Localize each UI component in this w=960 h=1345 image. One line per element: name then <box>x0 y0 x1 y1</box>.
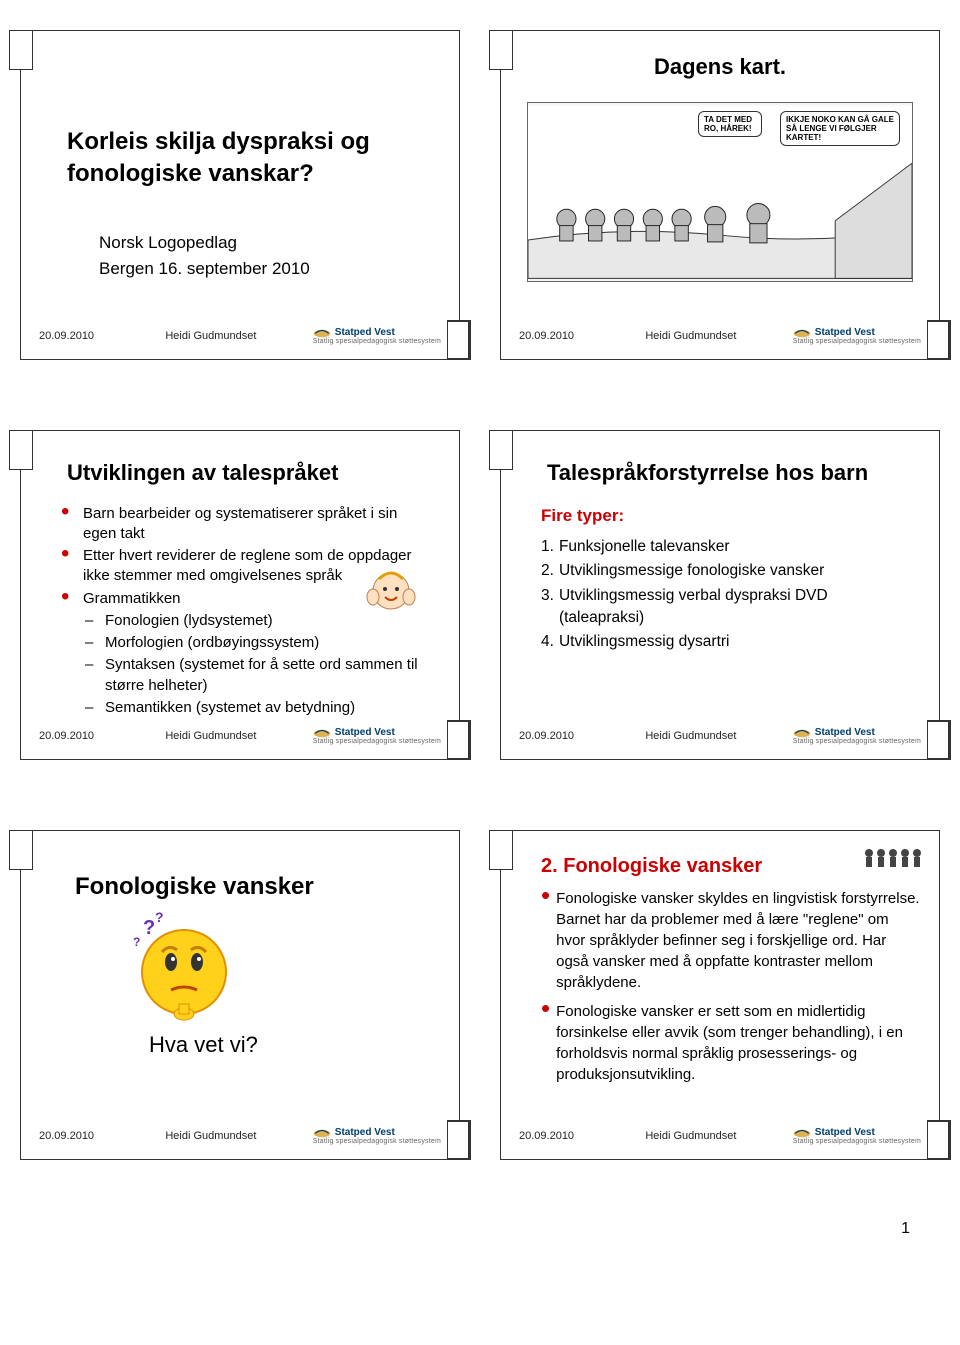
slide-title: Fonologiske vansker <box>75 871 441 902</box>
thinking-smiley-icon: ? ? ? <box>129 912 239 1022</box>
slide-1: Korleis skilja dyspraksi og fonologiske … <box>20 30 460 360</box>
slide-footer: 20.09.2010 Heidi Gudmundset Statped Vest… <box>519 1122 921 1145</box>
bullet-level2: Morfologien (ordbøyingssystem) <box>105 633 319 653</box>
corner-decor <box>489 30 513 70</box>
corner-decor <box>489 830 513 870</box>
footer-author: Heidi Gudmundset <box>589 1130 793 1142</box>
speech-bubble: IKKJE NOKO KAN GÅ GALE SÅ LENGE VI FØLGJ… <box>780 111 900 147</box>
bullet-paragraph: Fonologiske vansker skyldes en lingvisti… <box>556 888 921 993</box>
slide-subtitle-line: Bergen 16. september 2010 <box>99 256 441 282</box>
bullet-level1: Barn bearbeider og systematiserer språke… <box>83 504 431 545</box>
numbered-item: Utviklingsmessig verbal dyspraksi DVD (t… <box>559 585 911 630</box>
slide-6: 2. Fonologiske vansker •Fonologiske vans… <box>500 830 940 1160</box>
footer-date: 20.09.2010 <box>39 330 109 342</box>
footer-logo: Statped Vest Statlig spesialpedagogisk s… <box>793 326 921 345</box>
speech-bubble: TA DET MED RO, HÅREK! <box>698 111 762 137</box>
footer-logo: Statped Vest Statlig spesialpedagogisk s… <box>313 326 441 345</box>
corner-decor <box>9 430 33 470</box>
slide-footer: 20.09.2010 Heidi Gudmundset Statped Vest… <box>39 722 441 745</box>
slide-title: Dagens kart. <box>519 53 921 82</box>
slide-subtitle-line: Norsk Logopedlag <box>99 230 441 256</box>
footer-tagline: Statlig spesialpedagogisk støttesystem <box>313 738 441 745</box>
footer-logo: Statped Vest Statlig spesialpedagogisk s… <box>793 726 921 745</box>
baby-icon <box>363 561 419 617</box>
page-number: 1 <box>20 1200 940 1238</box>
numbered-item: Utviklingsmessig dysartri <box>559 631 730 653</box>
footer-tagline: Statlig spesialpedagogisk støttesystem <box>313 338 441 345</box>
footer-tagline: Statlig spesialpedagogisk støttesystem <box>313 1138 441 1145</box>
bullet-level2: Syntaksen (systemet for å sette ord samm… <box>105 655 431 696</box>
slide-title: Talespråkforstyrrelse hos barn <box>547 459 921 488</box>
slide-footer: 20.09.2010 Heidi Gudmundset Statped Vest… <box>519 722 921 745</box>
footer-brand: Statped Vest <box>335 327 395 338</box>
comic-panel: TA DET MED RO, HÅREK! IKKJE NOKO KAN GÅ … <box>527 102 913 282</box>
corner-decor <box>9 30 33 70</box>
slide-question: Hva vet vi? <box>149 1032 441 1058</box>
footer-logo: Statped Vest Statlig spesialpedagogisk s… <box>313 726 441 745</box>
slide-content: 1.Funksjonelle talevansker 2.Utviklingsm… <box>519 534 911 722</box>
footer-date: 20.09.2010 <box>519 330 589 342</box>
corner-decor <box>9 830 33 870</box>
footer-brand: Statped Vest <box>335 727 395 738</box>
bullet-level2: Fonologien (lydsystemet) <box>105 611 273 631</box>
slide-footer: 20.09.2010 Heidi Gudmundset Statped Vest… <box>39 1122 441 1145</box>
corner-decor <box>447 720 471 760</box>
footer-tagline: Statlig spesialpedagogisk støttesystem <box>793 1138 921 1145</box>
slide-2: Dagens kart. TA DET MED RO, HÅREK! IKKJE… <box>500 30 940 360</box>
corner-decor <box>927 1120 951 1160</box>
slide-5: Fonologiske vansker ? ? ? Hva vet vi? 20… <box>20 830 460 1160</box>
slides-grid: Korleis skilja dyspraksi og fonologiske … <box>20 30 940 1160</box>
slide-footer: 20.09.2010 Heidi Gudmundset Statped Vest… <box>519 322 921 345</box>
slide-3: Utviklingen av talespråket •Barn bearbei… <box>20 430 460 760</box>
bullet-paragraph: Fonologiske vansker er sett som en midle… <box>556 1001 921 1085</box>
footer-author: Heidi Gudmundset <box>109 1130 313 1142</box>
corner-decor <box>447 320 471 360</box>
footer-date: 20.09.2010 <box>39 730 109 742</box>
svg-text:?: ? <box>133 935 140 949</box>
slide-title: Utviklingen av talespråket <box>67 459 441 488</box>
footer-tagline: Statlig spesialpedagogisk støttesystem <box>793 738 921 745</box>
slide-subheader: Fire typer: <box>541 506 921 526</box>
footer-tagline: Statlig spesialpedagogisk støttesystem <box>793 338 921 345</box>
bullet-level1: Grammatikken <box>83 589 181 609</box>
footer-logo: Statped Vest Statlig spesialpedagogisk s… <box>793 1126 921 1145</box>
footer-date: 20.09.2010 <box>39 1130 109 1142</box>
persons-icon <box>861 847 921 871</box>
corner-decor <box>927 320 951 360</box>
footer-brand: Statped Vest <box>815 327 875 338</box>
footer-date: 20.09.2010 <box>519 1130 589 1142</box>
footer-brand: Statped Vest <box>815 1127 875 1138</box>
footer-brand: Statped Vest <box>815 727 875 738</box>
numbered-item: Utviklingsmessige fonologiske vansker <box>559 560 824 582</box>
slide-title: Korleis skilja dyspraksi og fonologiske … <box>67 126 413 191</box>
corner-decor <box>447 1120 471 1160</box>
footer-date: 20.09.2010 <box>519 730 589 742</box>
slide-4: Talespråkforstyrrelse hos barn Fire type… <box>500 430 940 760</box>
footer-author: Heidi Gudmundset <box>589 730 793 742</box>
footer-logo: Statped Vest Statlig spesialpedagogisk s… <box>313 1126 441 1145</box>
slide-footer: 20.09.2010 Heidi Gudmundset Statped Vest… <box>39 322 441 345</box>
footer-author: Heidi Gudmundset <box>589 330 793 342</box>
svg-text:?: ? <box>143 917 155 939</box>
footer-brand: Statped Vest <box>335 1127 395 1138</box>
footer-author: Heidi Gudmundset <box>109 730 313 742</box>
numbered-item: Funksjonelle talevansker <box>559 536 730 558</box>
bullet-level2: Semantikken (systemet av betydning) <box>105 698 355 718</box>
corner-decor <box>489 430 513 470</box>
corner-decor <box>927 720 951 760</box>
footer-author: Heidi Gudmundset <box>109 330 313 342</box>
svg-text:?: ? <box>155 912 164 925</box>
